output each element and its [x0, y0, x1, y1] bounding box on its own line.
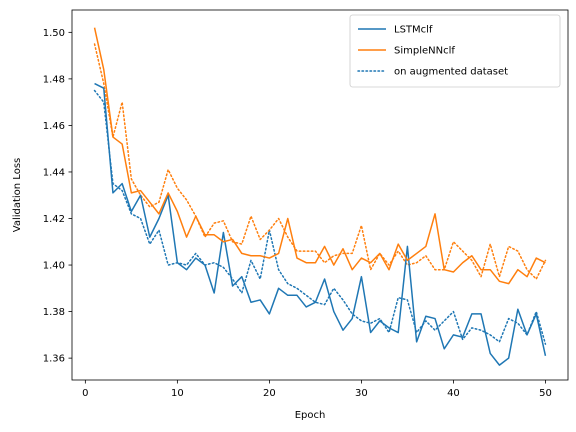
y-tick-label: 1.48 — [43, 74, 65, 85]
x-tick-label: 40 — [447, 388, 460, 399]
x-tick-label: 30 — [355, 388, 368, 399]
series-line-2 — [93, 89, 547, 345]
x-tick-label: 0 — [82, 388, 88, 399]
series-line-3 — [93, 43, 547, 280]
y-tick-label: 1.46 — [43, 121, 65, 132]
y-tick-label: 1.38 — [43, 307, 65, 318]
y-tick-label: 1.42 — [43, 214, 65, 225]
legend: LSTMclf SimpleNNclf on augmented dataset — [349, 14, 561, 88]
y-axis: 1.36 1.38 1.40 1.42 1.44 1.46 1.48 1.50 — [43, 28, 72, 365]
y-tick-label: 1.50 — [43, 28, 65, 39]
legend-label: LSTMclf — [394, 25, 433, 36]
x-tick-label: 50 — [539, 388, 552, 399]
plot-area — [93, 27, 547, 366]
y-tick-label: 1.36 — [43, 354, 65, 365]
y-tick-label: 1.40 — [43, 261, 65, 272]
series-line-1 — [93, 27, 546, 285]
legend-label: on augmented dataset — [394, 67, 508, 78]
x-tick-label: 20 — [263, 388, 276, 399]
series-line-0 — [94, 82, 547, 366]
x-axis-label: Epoch — [295, 410, 326, 421]
y-axis-label: Validation Loss — [12, 158, 23, 233]
plot-frame — [71, 9, 569, 381]
legend-label: SimpleNNclf — [394, 46, 455, 57]
x-axis: 0 10 20 30 40 50 — [82, 380, 552, 399]
y-tick-label: 1.44 — [43, 168, 65, 179]
x-tick-label: 10 — [171, 388, 184, 399]
legend-box — [349, 14, 561, 88]
